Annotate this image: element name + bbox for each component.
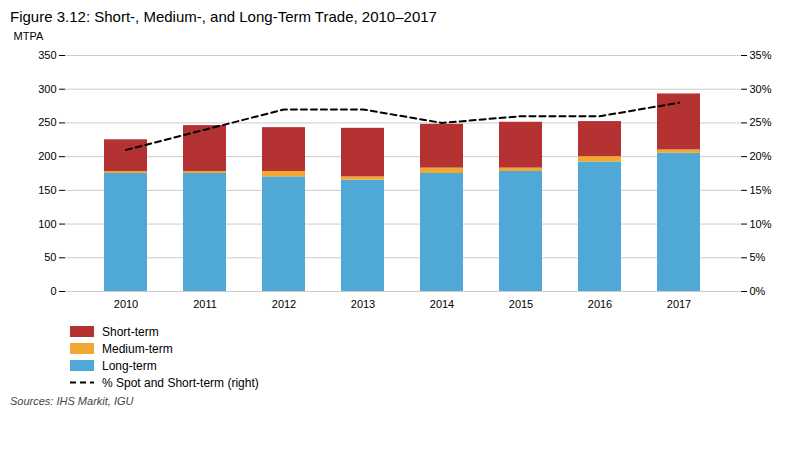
svg-text:MTPA: MTPA <box>14 30 44 42</box>
svg-text:2012: 2012 <box>272 298 296 310</box>
html-text:Long-term: Long-term <box>102 358 157 373</box>
svg-text:150: 150 <box>38 184 56 196</box>
html-text:Sources: IHS Markit, IGU: Sources: IHS Markit, IGU <box>10 395 134 407</box>
svg-text:10%: 10% <box>750 218 772 230</box>
svg-text:0: 0 <box>50 285 56 297</box>
svg-text:5%: 5% <box>750 251 766 263</box>
svg-text:0%: 0% <box>750 285 766 297</box>
svg-text:2015: 2015 <box>509 298 533 310</box>
html-text:Medium-term: Medium-term <box>102 341 173 356</box>
svg-text:25%: 25% <box>750 116 772 128</box>
svg-text:2014: 2014 <box>430 298 454 310</box>
svg-text:2016: 2016 <box>588 298 612 310</box>
svg-text:250: 250 <box>38 116 56 128</box>
html-text:% Spot and Short-term (right): % Spot and Short-term (right) <box>102 375 259 390</box>
svg-text:2017: 2017 <box>667 298 691 310</box>
svg-text:300: 300 <box>38 83 56 95</box>
svg-text:20%: 20% <box>750 150 772 162</box>
svg-text:30%: 30% <box>750 83 772 95</box>
svg-text:350: 350 <box>38 49 56 61</box>
svg-text:2013: 2013 <box>351 298 375 310</box>
svg-text:2011: 2011 <box>193 298 217 310</box>
svg-text:200: 200 <box>38 150 56 162</box>
svg-text:35%: 35% <box>750 49 772 61</box>
svg-text:15%: 15% <box>750 184 772 196</box>
svg-text:2010: 2010 <box>114 298 138 310</box>
svg-text:100: 100 <box>38 218 56 230</box>
html-text:Figure 3.12: Short-, Medium-,: Figure 3.12: Short-, Medium-, and Long-T… <box>10 8 437 25</box>
svg-text:50: 50 <box>44 251 56 263</box>
html-text:Short-term: Short-term <box>102 324 159 339</box>
